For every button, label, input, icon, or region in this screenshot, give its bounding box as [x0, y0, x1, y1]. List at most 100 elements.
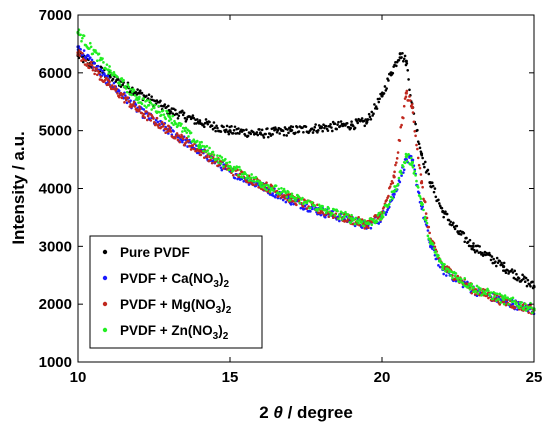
scatter-point [529, 284, 532, 288]
scatter-point [489, 291, 493, 294]
scatter-point [189, 131, 193, 135]
legend-marker [102, 275, 108, 281]
scatter-point [310, 127, 314, 130]
scatter-point [402, 116, 405, 120]
scatter-point [432, 190, 436, 194]
scatter-point [395, 188, 398, 191]
scatter-point [521, 273, 524, 277]
scatter-point [120, 77, 124, 80]
scatter-point [274, 184, 278, 188]
scatter-point [93, 61, 96, 65]
scatter-point [411, 111, 415, 114]
legend-marker [102, 249, 108, 255]
scatter-point [219, 162, 223, 165]
scatter-point [142, 97, 146, 101]
scatter-point [444, 210, 447, 213]
x-tick-label: 15 [222, 369, 239, 386]
scatter-point [92, 66, 96, 69]
scatter-point [176, 117, 180, 120]
legend-marker [102, 327, 108, 333]
scatter-point [530, 280, 534, 284]
scatter-point [478, 289, 481, 293]
scatter-point [313, 125, 317, 129]
scatter-point [417, 142, 421, 146]
scatter-point [513, 306, 517, 310]
scatter-point [182, 111, 186, 115]
scatter-point [242, 179, 246, 183]
legend-label: Pure PVDF [120, 245, 190, 260]
scatter-point [301, 196, 304, 200]
scatter-point [297, 195, 301, 199]
scatter-point [205, 144, 209, 148]
scatter-point [475, 249, 479, 253]
scatter-point [470, 282, 474, 286]
scatter-point [391, 181, 395, 185]
scatter-point [218, 154, 222, 158]
scatter-point [195, 118, 199, 121]
scatter-point [156, 124, 160, 127]
scatter-point [195, 139, 199, 143]
scatter-point [473, 250, 477, 254]
scatter-point [498, 303, 502, 306]
scatter-point [398, 180, 402, 184]
scatter-point [246, 134, 250, 138]
scatter-point [505, 298, 509, 302]
scatter-point [282, 133, 286, 137]
scatter-point [117, 78, 120, 81]
scatter-point [379, 220, 382, 224]
scatter-point [344, 210, 347, 214]
scatter-point [275, 130, 279, 134]
scatter-point [164, 117, 167, 121]
scatter-point [381, 215, 385, 219]
scatter-point [304, 125, 308, 129]
scatter-point [80, 59, 83, 62]
scatter-point [498, 292, 502, 296]
scatter-point [252, 183, 255, 187]
scatter-point [467, 282, 471, 286]
scatter-point [321, 204, 324, 208]
scatter-point [316, 131, 319, 134]
scatter-point [395, 157, 399, 160]
scatter-point [473, 248, 476, 252]
scatter-point [211, 150, 215, 154]
scatter-point [124, 94, 127, 97]
scatter-point [327, 207, 331, 210]
scatter-point [407, 78, 410, 81]
scatter-point [215, 157, 218, 161]
scatter-point [208, 120, 211, 124]
scatter-point [136, 98, 139, 102]
scatter-point [396, 151, 400, 154]
scatter-point [217, 161, 220, 164]
scatter-point [405, 159, 409, 163]
scatter-point [116, 92, 119, 95]
scatter-point [105, 83, 109, 87]
scatter-point [152, 117, 155, 120]
scatter-point [167, 119, 171, 123]
scatter-point [408, 95, 411, 98]
scatter-point [155, 116, 159, 120]
scatter-point [388, 185, 392, 188]
scatter-point [88, 41, 92, 45]
scatter-point [225, 161, 229, 165]
scatter-point [297, 130, 301, 133]
scatter-point [195, 122, 198, 125]
scatter-point [426, 234, 430, 238]
scatter-point [270, 184, 274, 188]
scatter-point [274, 195, 277, 199]
scatter-point [102, 61, 105, 64]
scatter-point [469, 284, 473, 288]
scatter-point [511, 296, 515, 300]
scatter-point [165, 127, 168, 130]
scatter-point [432, 247, 436, 250]
scatter-point [166, 130, 169, 134]
scatter-point [395, 64, 398, 68]
scatter-point [354, 216, 358, 220]
scatter-point [474, 290, 478, 293]
scatter-point [106, 68, 110, 72]
scatter-point [276, 191, 280, 194]
scatter-point [392, 189, 395, 193]
scatter-point [410, 103, 414, 106]
legend: Pure PVDF PVDF + Ca(NO3)2 PVDF + Mg(NO3)2 P… [89, 235, 263, 349]
scatter-point [266, 127, 269, 130]
scatter-point [175, 112, 179, 116]
